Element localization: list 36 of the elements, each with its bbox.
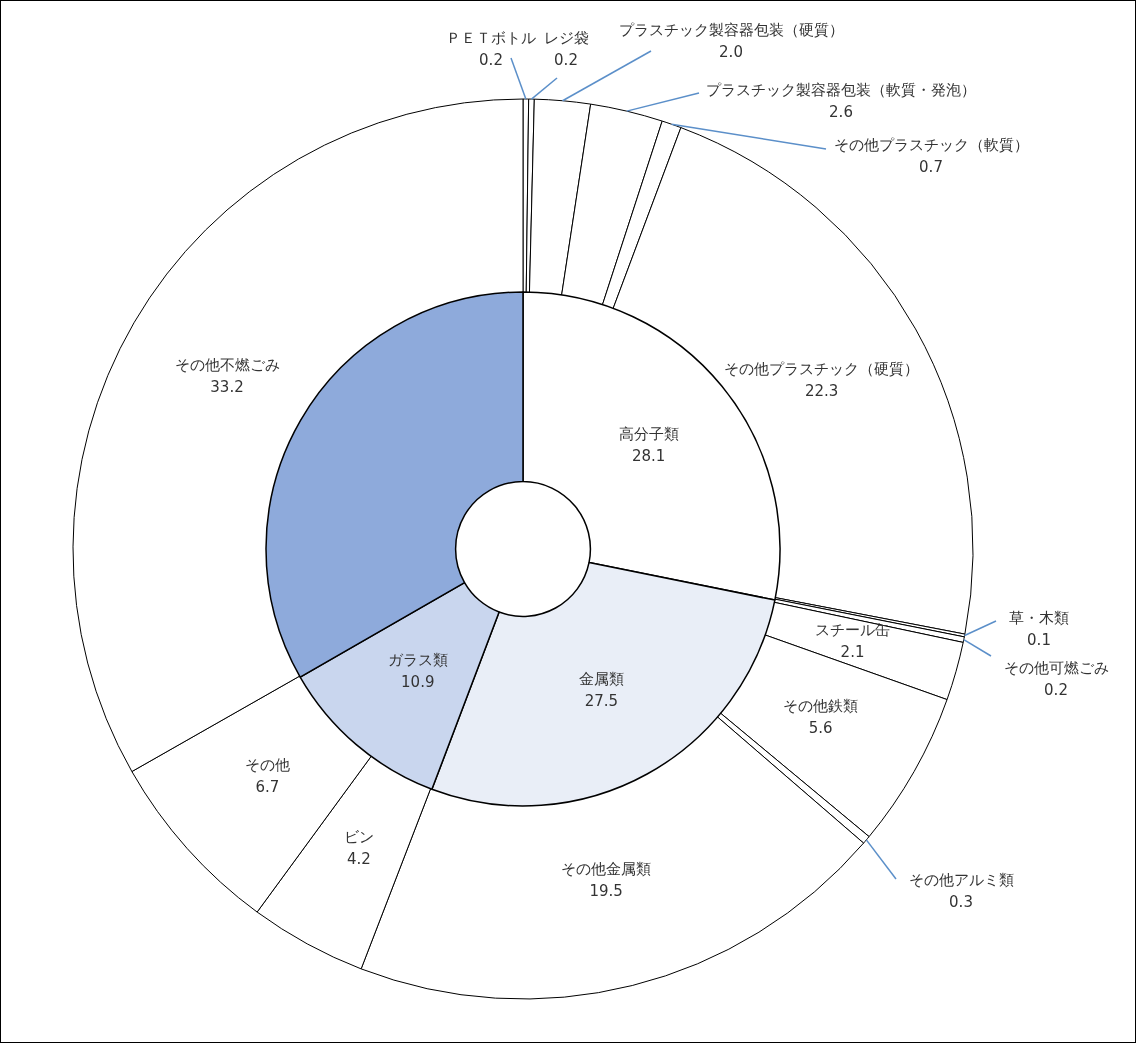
- data-label: 27.5: [584, 691, 619, 710]
- slice-label: ＰＥＴボトル: [446, 28, 536, 47]
- slice-label: その他金属類: [561, 860, 652, 879]
- data-label: 0.7: [919, 157, 943, 176]
- data-label: 0.3: [949, 892, 973, 911]
- slice-label: プラスチック製容器包装（軟質・発泡）: [706, 80, 976, 99]
- data-label: 0.2: [479, 50, 503, 69]
- data-label: 4.2: [346, 850, 371, 869]
- data-label: 2.1: [840, 642, 865, 661]
- data-label: 2.6: [829, 102, 853, 121]
- slice-label: その他: [244, 755, 290, 774]
- data-label: 33.2: [210, 377, 244, 396]
- data-label: 0.1: [1027, 630, 1051, 649]
- slice-label: その他鉄類: [783, 697, 859, 716]
- slice-label: 草・木類: [1009, 608, 1069, 627]
- data-label: 10.9: [401, 673, 435, 692]
- slice-label: プラスチック製容器包装（硬質）: [618, 20, 844, 39]
- data-label: 5.6: [808, 719, 833, 738]
- slice-label: 金属類: [578, 669, 624, 688]
- data-label: 0.2: [1044, 680, 1068, 699]
- slice-label: スチール缶: [815, 620, 891, 639]
- data-label: 28.1: [631, 447, 666, 466]
- data-label: 19.5: [589, 882, 623, 901]
- slice-label: その他不燃ごみ: [174, 355, 280, 374]
- slice-label: その他プラスチック（硬質）: [724, 360, 920, 379]
- slice-label: その他アルミ類: [908, 870, 1014, 889]
- slice-label: その他可燃ごみ: [1003, 658, 1109, 677]
- data-label: 6.7: [255, 777, 280, 796]
- slice-label: 高分子類: [618, 425, 679, 444]
- data-label: 2.0: [719, 42, 743, 61]
- slice-label: ガラス類: [387, 651, 448, 670]
- data-label: 0.2: [554, 50, 578, 69]
- data-label: 22.3: [804, 382, 839, 401]
- slice-label: その他プラスチック（軟質）: [833, 135, 1029, 154]
- slice-label: ビン: [343, 828, 374, 847]
- slice-label: レジ袋: [543, 28, 589, 47]
